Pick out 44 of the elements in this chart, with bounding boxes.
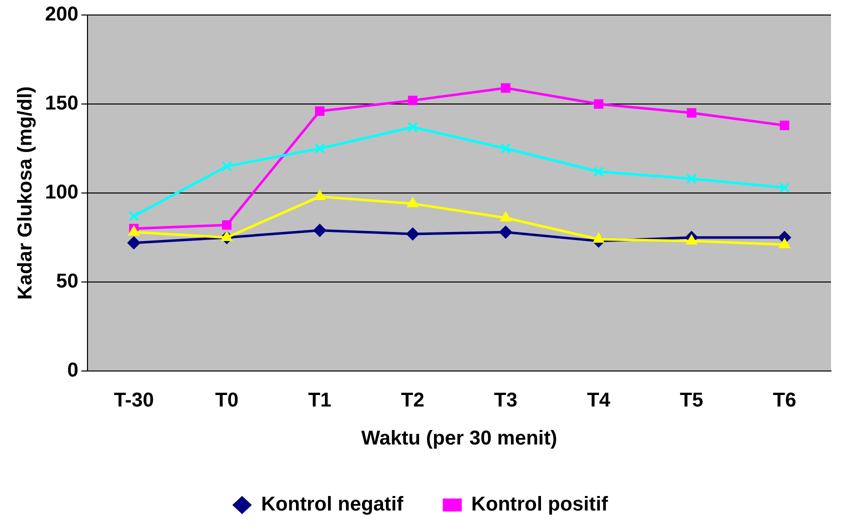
x-tick-label: T-30 — [114, 390, 154, 412]
point — [500, 143, 511, 154]
x-tick-label: T4 — [586, 390, 612, 412]
point — [780, 120, 790, 130]
point — [593, 166, 604, 177]
point — [406, 227, 420, 240]
point — [222, 220, 232, 230]
point — [407, 122, 418, 132]
point — [407, 197, 418, 208]
y-axis-title: Kadar Glukosa (mg/dl) — [14, 86, 37, 300]
point — [314, 190, 326, 200]
x-tick-label: T1 — [308, 390, 332, 412]
point — [500, 83, 510, 93]
point — [313, 224, 326, 237]
x-tick-label: T3 — [494, 390, 518, 412]
point — [499, 226, 512, 239]
point — [221, 231, 232, 241]
point — [500, 211, 512, 222]
point — [594, 99, 604, 109]
legend-label: Kontrol positif — [471, 494, 608, 516]
x-tick-label: T6 — [772, 390, 796, 412]
point — [686, 174, 697, 184]
point — [408, 96, 418, 106]
y-tick-label: 150 — [44, 92, 78, 115]
point — [222, 161, 232, 172]
point — [128, 226, 140, 236]
point — [779, 182, 790, 193]
x-tick-label: T5 — [680, 390, 704, 412]
x-axis-title: Waktu (per 30 menit) — [361, 428, 558, 450]
y-tick-label: 200 — [44, 4, 78, 26]
point — [315, 106, 324, 116]
legend-label: Kontrol negatif — [261, 494, 404, 516]
y-tick-label: 0 — [67, 360, 78, 382]
x-tick-label: T2 — [401, 390, 424, 412]
point — [592, 232, 604, 243]
x-tick-label: T0 — [215, 390, 238, 412]
point — [686, 108, 696, 118]
y-tick-label: 50 — [56, 270, 78, 293]
point — [128, 210, 140, 222]
point — [778, 238, 790, 248]
point — [686, 234, 698, 245]
y-tick-label: 100 — [44, 182, 78, 204]
point — [314, 143, 325, 154]
point — [127, 236, 140, 250]
